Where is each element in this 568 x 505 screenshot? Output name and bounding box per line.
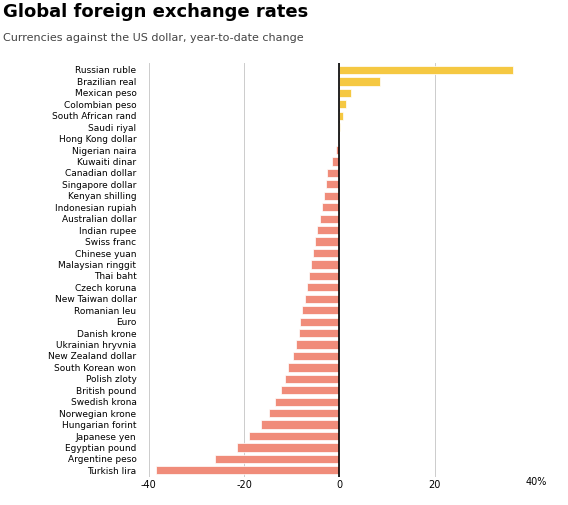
Text: 40%: 40% — [525, 477, 546, 487]
Bar — [215, 455, 339, 463]
Bar — [156, 466, 339, 475]
Bar — [318, 226, 339, 234]
Bar — [302, 306, 339, 314]
Bar — [275, 397, 339, 406]
Bar — [299, 329, 339, 337]
Bar — [313, 249, 339, 257]
Bar — [309, 272, 339, 280]
Bar — [327, 169, 339, 177]
Text: Currencies against the US dollar, year-to-date change: Currencies against the US dollar, year-t… — [3, 33, 303, 43]
Bar — [307, 283, 339, 291]
Bar — [300, 318, 339, 326]
Bar — [336, 146, 339, 154]
Bar — [339, 112, 343, 120]
Bar — [304, 294, 339, 303]
Bar — [281, 386, 339, 394]
Bar — [269, 409, 339, 417]
Bar — [339, 100, 345, 109]
Bar — [249, 432, 339, 440]
Bar — [339, 89, 351, 97]
Bar — [325, 180, 339, 188]
Bar — [338, 134, 339, 143]
Bar — [296, 340, 339, 348]
Bar — [311, 261, 339, 269]
Bar — [339, 77, 380, 85]
Bar — [324, 192, 339, 200]
Bar — [237, 443, 339, 451]
Bar — [321, 203, 339, 212]
Text: Global foreign exchange rates: Global foreign exchange rates — [3, 3, 308, 21]
Bar — [261, 421, 339, 429]
Bar — [293, 352, 339, 360]
Bar — [339, 66, 513, 74]
Bar — [332, 158, 339, 166]
Bar — [288, 363, 339, 372]
Bar — [285, 375, 339, 383]
Bar — [315, 237, 339, 246]
Bar — [320, 215, 339, 223]
